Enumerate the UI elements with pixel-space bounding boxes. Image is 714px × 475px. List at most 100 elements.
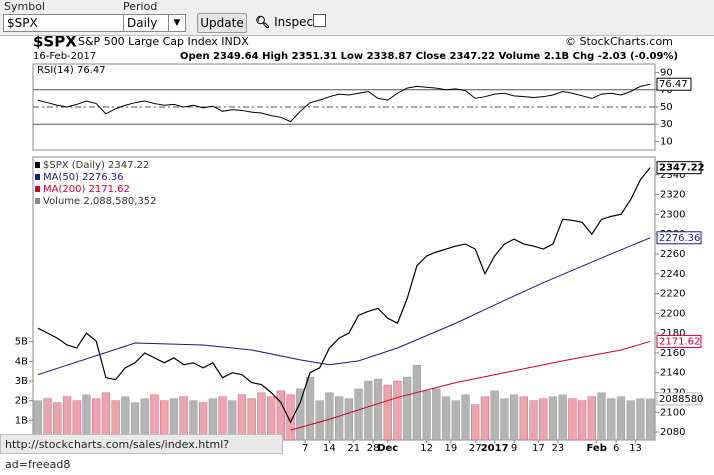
y-tick-label: 2140 (660, 368, 685, 379)
y-tick-label: 2260 (660, 249, 685, 260)
volume-bar (519, 396, 528, 441)
volume-bar (257, 392, 266, 441)
rsi-legend: RSI(14) 76.47 (37, 65, 106, 76)
volume-bar (305, 376, 315, 441)
volume-bar (577, 400, 587, 441)
y2-tick-label: 5B (15, 337, 28, 348)
volume-bar (354, 388, 363, 441)
volume-bar (432, 388, 441, 441)
x-tick-label: 13 (629, 443, 642, 454)
x-tick-label: 21 (347, 443, 360, 454)
legend-swatch (35, 198, 40, 204)
last-value-box (656, 161, 702, 175)
last-value-box (656, 334, 702, 348)
legend-swatch (35, 186, 40, 192)
x-tick-label: 19 (445, 443, 458, 454)
toolbar: Symbol $SPX Period Daily ▼ Update 🔍︎ Insp… (0, 0, 714, 36)
volume-bar (344, 398, 353, 441)
x-tick-label: Feb (587, 443, 607, 454)
y-tick-label: 2300 (660, 209, 685, 220)
last-value-label: 2276.36 (659, 233, 700, 244)
volume-bar (383, 384, 392, 441)
volume-bar (509, 394, 519, 441)
x-tick-label: 28 (367, 443, 380, 454)
y-tick-label: 2240 (660, 269, 685, 280)
y-tick-label: 2160 (660, 348, 685, 359)
volume-bar (616, 396, 626, 441)
volume-bar (568, 398, 577, 441)
volume-bar (539, 398, 548, 441)
y-tick-label: 2340 (660, 170, 685, 181)
volume-bar (296, 388, 305, 441)
y2-tick-label: 4B (15, 356, 28, 367)
y2-tick-label: 2B (15, 396, 28, 407)
last-value-label: 2171.62 (659, 336, 700, 347)
price-line (37, 237, 651, 376)
volume-bar (403, 376, 412, 441)
y2-tick-label: 3B (15, 376, 28, 387)
period-value: Daily (127, 16, 158, 30)
rsi-line (37, 83, 651, 123)
volume-bar (500, 398, 509, 441)
rsi-tick-label: 50 (660, 102, 673, 113)
volume-bar (626, 400, 635, 441)
legend-swatch (35, 162, 40, 168)
x-tick-label: Dec (377, 443, 398, 454)
rsi-last-label: 76.47 (659, 79, 688, 90)
last-value-label: 2088580 (659, 394, 704, 405)
y-tick-label: 2100 (660, 407, 685, 418)
x-tick-label: 6 (613, 443, 619, 454)
x-tick-label: 14 (323, 443, 336, 454)
volume-bar (636, 398, 645, 441)
x-tick-label: 17 (532, 443, 545, 454)
y2-tick-label: 1B (15, 415, 28, 426)
price-panel (32, 156, 656, 441)
legend-swatch (35, 174, 40, 180)
rsi-tick-label: 30 (660, 119, 673, 130)
chart: $SPX S&P 500 Large Cap Index INDX © StockC… (15, 36, 705, 454)
credit: © StockCharts.com (565, 36, 673, 48)
symbol-input[interactable]: $SPX (3, 14, 146, 32)
x-tick-label: 27 (469, 443, 482, 454)
volume-bar (286, 394, 295, 441)
y-tick-label: 2080 (660, 427, 685, 438)
x-tick-label: 2017 (481, 443, 509, 454)
volume-bar (393, 380, 402, 441)
volume-bar (597, 392, 606, 441)
volume-bar (587, 396, 596, 441)
last-value-label: 2347.22 (659, 163, 705, 174)
inspect-checkbox[interactable] (313, 14, 326, 27)
volume-bar (480, 396, 490, 441)
volume-bar (548, 396, 558, 441)
volume-bar (441, 396, 451, 441)
last-value-box (656, 392, 702, 406)
volume-bar (276, 390, 285, 441)
x-tick-label: 23 (551, 443, 564, 454)
status-bar: http://stockcharts.com/sales/index.html?… (0, 434, 283, 471)
x-tick-label: 7 (302, 443, 308, 454)
volume-bar (490, 390, 499, 441)
volume-bar (451, 400, 460, 441)
update-button[interactable]: Update (197, 13, 247, 33)
volume-bar (646, 398, 655, 441)
legend-entry: Volume 2,088,580,352 (43, 196, 157, 207)
volume-bar (335, 396, 344, 441)
y-tick-label: 2200 (660, 308, 685, 319)
x-tick-label: 9 (511, 443, 517, 454)
inspect: 🔍︎ Inspect (255, 15, 318, 29)
volume-bar (607, 398, 616, 441)
period-select[interactable]: Daily ▼ (123, 14, 186, 32)
price-line (37, 167, 651, 424)
y-tick-label: 2320 (660, 190, 685, 201)
period-label: Period (123, 0, 158, 13)
last-value-box (656, 231, 702, 245)
volume-bar (422, 390, 431, 441)
volume-bar (101, 392, 111, 441)
rsi-last-box (656, 77, 692, 91)
volume-bar (325, 392, 334, 441)
x-tick-label: 12 (420, 443, 433, 454)
volume-bar (461, 394, 470, 441)
subtitle: S&P 500 Large Cap Index INDX (78, 36, 249, 48)
symbol-label: Symbol (4, 0, 45, 13)
